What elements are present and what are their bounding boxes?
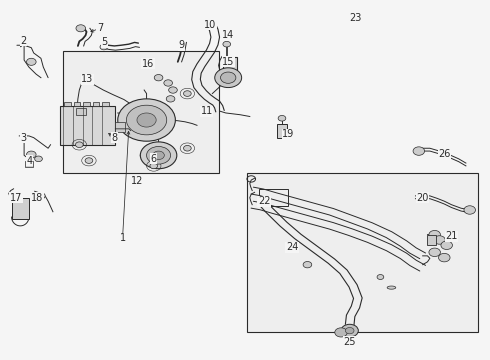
Circle shape xyxy=(85,158,93,163)
Text: 9: 9 xyxy=(178,40,185,50)
Circle shape xyxy=(35,156,42,162)
Text: 1: 1 xyxy=(120,233,125,243)
Circle shape xyxy=(100,44,108,50)
Text: 16: 16 xyxy=(142,59,154,68)
Circle shape xyxy=(26,151,36,158)
Circle shape xyxy=(215,68,242,87)
Text: 20: 20 xyxy=(416,193,429,203)
Bar xyxy=(76,108,86,115)
Text: 26: 26 xyxy=(438,149,450,158)
Text: 24: 24 xyxy=(286,242,298,252)
Circle shape xyxy=(26,58,36,66)
Bar xyxy=(93,102,99,106)
Text: 22: 22 xyxy=(258,196,270,206)
Bar xyxy=(83,102,90,106)
Ellipse shape xyxy=(387,286,396,289)
Text: 7: 7 xyxy=(97,23,103,33)
Circle shape xyxy=(464,206,475,214)
Text: 3: 3 xyxy=(20,133,26,143)
Circle shape xyxy=(184,91,191,96)
Bar xyxy=(427,235,436,245)
Bar xyxy=(60,106,115,145)
Text: 5: 5 xyxy=(101,37,108,48)
Circle shape xyxy=(345,328,354,334)
Bar xyxy=(74,102,80,106)
Circle shape xyxy=(153,151,164,159)
Text: 10: 10 xyxy=(204,20,217,30)
Bar xyxy=(12,198,29,219)
Bar xyxy=(25,161,33,167)
Bar xyxy=(63,51,219,173)
Circle shape xyxy=(434,236,445,244)
Circle shape xyxy=(341,324,358,337)
Bar xyxy=(277,124,287,138)
Circle shape xyxy=(154,75,163,81)
Text: 15: 15 xyxy=(222,57,234,67)
Text: 11: 11 xyxy=(200,106,213,116)
Bar xyxy=(223,57,237,80)
Text: 25: 25 xyxy=(343,337,356,347)
Circle shape xyxy=(429,248,441,257)
Circle shape xyxy=(118,99,175,141)
Circle shape xyxy=(413,147,425,155)
Circle shape xyxy=(37,193,45,199)
Circle shape xyxy=(76,25,86,32)
Text: 6: 6 xyxy=(151,154,157,164)
Circle shape xyxy=(169,87,177,93)
Circle shape xyxy=(377,275,384,279)
Circle shape xyxy=(166,96,175,102)
Text: 8: 8 xyxy=(111,133,118,143)
Bar xyxy=(247,173,478,332)
Circle shape xyxy=(137,113,156,127)
Circle shape xyxy=(150,163,158,169)
Text: 19: 19 xyxy=(282,129,294,139)
Bar xyxy=(259,189,288,207)
Text: 17: 17 xyxy=(10,193,22,203)
Circle shape xyxy=(441,241,452,249)
Circle shape xyxy=(126,105,167,135)
Circle shape xyxy=(303,261,312,268)
Circle shape xyxy=(335,328,347,337)
Circle shape xyxy=(184,145,191,151)
Text: 18: 18 xyxy=(31,193,44,203)
Circle shape xyxy=(220,72,236,83)
Circle shape xyxy=(278,116,286,121)
Text: 21: 21 xyxy=(445,231,458,242)
Bar xyxy=(64,102,71,106)
Circle shape xyxy=(140,142,177,169)
Circle shape xyxy=(429,230,441,239)
Text: 2: 2 xyxy=(20,36,26,46)
Circle shape xyxy=(223,41,231,47)
Circle shape xyxy=(147,147,171,164)
Circle shape xyxy=(164,80,172,86)
Bar xyxy=(115,122,125,132)
Text: 13: 13 xyxy=(81,75,94,85)
Circle shape xyxy=(75,142,83,148)
Text: 12: 12 xyxy=(131,176,143,186)
Text: 23: 23 xyxy=(349,13,362,23)
Circle shape xyxy=(439,253,450,262)
Text: 4: 4 xyxy=(27,156,33,166)
Text: 14: 14 xyxy=(222,30,234,40)
Bar xyxy=(102,102,109,106)
